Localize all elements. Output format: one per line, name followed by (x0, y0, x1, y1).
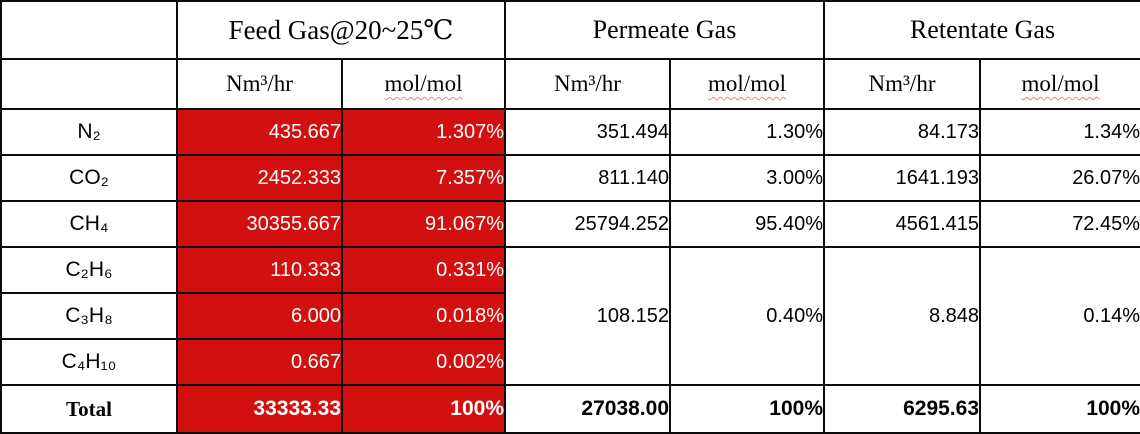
total-feed-flow: 33333.33 (176, 384, 343, 434)
feed-flow-value: 30355.667 (176, 200, 343, 249)
species-label: C₄H₁₀ (0, 338, 178, 387)
retentate-frac-value: 26.07% (979, 154, 1140, 203)
table-row-c3h8: C₃H₈ 6.000 0.018% (0, 292, 1140, 341)
table-row-c4h10: C₄H₁₀ 0.667 0.002% (0, 338, 1140, 387)
permeate-flow-merged-value: 108.152 (504, 246, 671, 387)
table-row-n2: N₂ 435.667 1.307% 351.494 1.30% 84.173 1… (0, 107, 1140, 157)
species-label: N₂ (0, 107, 178, 157)
species-label: CO₂ (0, 154, 178, 203)
units-row: Nm³/hr mol/mol Nm³/hr mol/mol Nm³/hr mol… (0, 58, 1140, 110)
permeate-frac-value: 1.30% (668, 107, 826, 157)
feed-gas-header: Feed Gas@20~25℃ (176, 0, 506, 61)
total-permeate-frac: 100% (668, 384, 826, 434)
species-label: C₂H₆ (0, 246, 178, 295)
total-retentate-frac: 100% (979, 384, 1140, 434)
blank-units-cell (0, 58, 178, 110)
total-feed-frac: 100% (341, 384, 506, 434)
total-label: Total (0, 384, 178, 434)
table-row-co2: CO₂ 2452.333 7.357% 811.140 3.00% 1641.1… (0, 154, 1140, 203)
retentate-gas-header: Retentate Gas (823, 0, 1140, 61)
spellcheck-underline-text: mol/mol (1021, 71, 1100, 97)
spellcheck-underline-text: mol/mol (384, 71, 463, 97)
table-row-ch4: CH₄ 30355.667 91.067% 25794.252 95.40% 4… (0, 200, 1140, 249)
retentate-frac-unit: mol/mol (979, 58, 1140, 110)
retentate-flow-merged-value: 8.848 (823, 246, 982, 387)
group-header-row: Feed Gas@20~25℃ Permeate Gas Retentate G… (0, 0, 1140, 61)
feed-flow-value: 110.333 (176, 246, 343, 295)
permeate-gas-header: Permeate Gas (503, 0, 826, 61)
feed-frac-unit: mol/mol (341, 58, 506, 110)
permeate-flow-unit: Nm³/hr (504, 58, 671, 110)
table-row-c2h6: C₂H₆ 110.333 0.331% 108.152 0.40% 8.848 … (0, 246, 1140, 387)
retentate-flow-value: 1641.193 (823, 154, 982, 203)
feed-flow-value: 435.667 (176, 107, 343, 157)
permeate-frac-value: 3.00% (668, 154, 826, 203)
permeate-flow-value: 811.140 (504, 154, 671, 203)
feed-flow-value: 0.667 (176, 338, 343, 387)
retentate-frac-value: 1.34% (979, 107, 1140, 157)
retentate-flow-value: 4561.415 (823, 200, 982, 249)
retentate-flow-value: 84.173 (823, 107, 982, 157)
total-permeate-flow: 27038.00 (504, 384, 671, 434)
feed-frac-value: 0.018% (341, 292, 506, 341)
feed-flow-unit: Nm³/hr (176, 58, 343, 110)
blank-corner-cell (0, 0, 178, 61)
feed-frac-value: 7.357% (341, 154, 506, 203)
feed-frac-value: 91.067% (341, 200, 506, 249)
permeate-frac-unit: mol/mol (668, 58, 826, 110)
permeate-frac-value: 95.40% (668, 200, 826, 249)
retentate-frac-merged-value: 0.14% (979, 246, 1140, 387)
feed-flow-value: 6.000 (176, 292, 343, 341)
permeate-flow-value: 25794.252 (504, 200, 671, 249)
species-label: CH₄ (0, 200, 178, 249)
permeate-flow-value: 351.494 (504, 107, 671, 157)
table-row-total: Total 33333.33 100% 27038.00 100% 6295.6… (0, 384, 1140, 434)
species-label: C₃H₈ (0, 292, 178, 341)
total-retentate-flow: 6295.63 (823, 384, 982, 434)
permeate-frac-merged-value: 0.40% (668, 246, 826, 387)
spellcheck-underline-text: mol/mol (708, 71, 786, 97)
feed-frac-value: 0.002% (341, 338, 506, 387)
retentate-flow-unit: Nm³/hr (823, 58, 982, 110)
feed-flow-value: 2452.333 (176, 154, 343, 203)
retentate-frac-value: 72.45% (979, 200, 1140, 249)
feed-frac-value: 0.331% (341, 246, 506, 295)
feed-frac-value: 1.307% (341, 107, 506, 157)
